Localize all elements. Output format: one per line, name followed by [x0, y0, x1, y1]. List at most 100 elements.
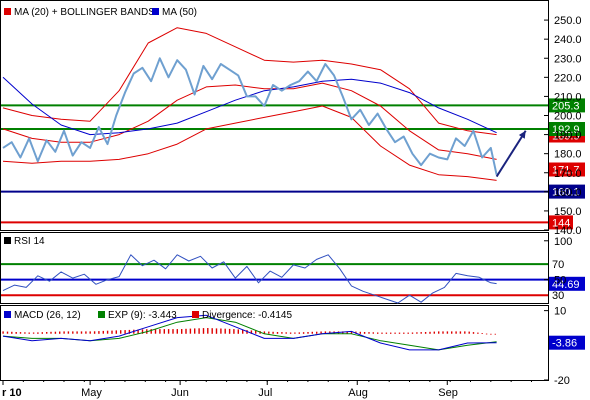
rsi-value-tag: 44.69 — [552, 279, 580, 291]
macd-divergence-bar — [385, 332, 388, 334]
price-series-bb_upper — [2, 27, 497, 136]
macd-divergence-bar — [494, 333, 496, 335]
price-ytick-label: 170.0 — [554, 168, 582, 180]
legend-label-rsi: RSI 14 — [14, 236, 45, 247]
macd-divergence-bar — [137, 329, 139, 334]
macd-panel-frame — [0, 305, 549, 381]
legend-swatch-rsi — [4, 237, 11, 244]
macd-divergence-bar — [372, 332, 374, 334]
macd-divergence-bar — [298, 332, 300, 334]
macd-divergence-bar — [228, 328, 231, 334]
legend-label-divergence: Divergence: -0.4145 — [202, 310, 292, 321]
macd-divergence-bar — [80, 331, 83, 334]
macd-divergence-bar — [403, 332, 405, 334]
macd-divergence-bar — [19, 332, 22, 334]
x-tick-label: Aug — [348, 387, 368, 399]
macd-divergence-bar — [24, 332, 26, 334]
macd-divergence-bar — [359, 331, 361, 334]
macd-divergence-bar — [377, 332, 379, 334]
legend-swatch-divergence — [192, 311, 199, 318]
macd-divergence-bar — [311, 331, 313, 334]
macd-divergence-bar — [215, 328, 218, 334]
macd-divergence-bar — [242, 329, 244, 334]
macd-divergence-bar — [420, 332, 422, 334]
price-ytick-label: 180.0 — [554, 149, 582, 161]
macd-divergence-bar — [446, 331, 449, 334]
macd-divergence-bar — [272, 331, 274, 334]
macd-divergence-bar — [2, 331, 4, 334]
macd-divergence-bar — [85, 331, 87, 334]
macd-divergence-bar — [276, 332, 279, 334]
macd-divergence-bar — [159, 329, 161, 334]
price-ytick-label: 160.0 — [554, 187, 582, 199]
macd-divergence-bar — [185, 328, 187, 334]
macd-divergence-bar — [67, 331, 70, 334]
macd-divergence-bar — [93, 331, 96, 334]
macd-divergence-bar — [194, 328, 196, 334]
macd-divergence-bar — [172, 329, 174, 334]
macd-divergence-bar — [128, 329, 131, 334]
macd-divergence-bar — [438, 331, 440, 334]
macd-ytick-label: -20 — [554, 375, 570, 387]
price-ytick-label: 240.0 — [554, 34, 582, 46]
macd-divergence-bar — [89, 331, 91, 334]
macd-divergence-bar — [106, 330, 109, 334]
macd-divergence-bar — [115, 330, 117, 334]
macd-divergence-bar — [76, 331, 78, 334]
price-legend: MA (20) + BOLLINGER BANDS MA (50) — [4, 7, 197, 18]
rsi-level-label: 30 — [552, 290, 564, 302]
macd-divergence-bar — [407, 332, 409, 334]
macd-divergence-bar — [202, 328, 205, 334]
legend-swatch-exp — [98, 311, 105, 318]
macd-divergence-bar — [477, 332, 479, 334]
x-tick-label: r 10 — [2, 387, 22, 399]
macd-divergence-bar — [50, 331, 52, 334]
macd-divergence-bar — [15, 332, 17, 334]
macd-divergence-bar — [54, 331, 57, 334]
price-level-tag: 205.3 — [552, 100, 580, 112]
macd-divergence-bar — [424, 332, 427, 334]
macd-divergence-bar — [289, 332, 292, 334]
price-level-tag: 160.1 — [552, 187, 580, 199]
price-level-tag-box — [549, 122, 585, 136]
macd-divergence-bar — [490, 333, 492, 335]
rsi-level-label: 70 — [552, 259, 564, 271]
legend-label-ma50: MA (50) — [162, 7, 197, 18]
macd-divergence-bar — [41, 332, 43, 334]
price-level-tag-box — [549, 215, 573, 230]
macd-divergence-bar — [459, 331, 462, 334]
macd-divergence-bar — [37, 332, 39, 334]
macd-divergence-bar — [429, 331, 431, 334]
price-series-bb_lower — [2, 105, 497, 181]
macd-divergence-bar — [32, 332, 35, 334]
price-ytick-label: 200.0 — [554, 111, 582, 123]
rsi-ytick-label: 100 — [554, 236, 572, 248]
price-level-tag: 144 — [552, 217, 570, 229]
macd-divergence-bar — [307, 332, 309, 334]
macd-divergence-bar — [124, 330, 126, 334]
macd-divergence-bar — [211, 328, 213, 334]
x-tick-label: May — [81, 387, 102, 399]
macd-divergence-bar — [220, 328, 222, 334]
macd-divergence-bar — [316, 331, 318, 334]
legend-label-macd: MACD (26, 12) — [14, 310, 81, 321]
macd-divergence-bar — [394, 332, 396, 334]
macd-divergence-bar — [141, 329, 144, 334]
macd-legend: MACD (26, 12) EXP (9): -3.443 Divergence… — [4, 310, 292, 321]
macd-divergence-bar — [167, 329, 170, 334]
macd-divergence-bar — [28, 332, 30, 334]
macd-divergence-bar — [451, 331, 453, 334]
rsi-value-tag-box — [549, 276, 585, 291]
price-ytick-label: 210.0 — [554, 91, 582, 103]
macd-divergence-bar — [6, 331, 9, 334]
macd-divergence-bar — [181, 329, 183, 334]
price-ytick-label: 190.0 — [554, 130, 582, 142]
macd-divergence-bar — [381, 332, 383, 334]
macd-divergence-bar — [150, 329, 152, 334]
rsi-legend: RSI 14 — [4, 236, 45, 247]
macd-divergence-bar — [198, 328, 200, 334]
macd-divergence-bar — [176, 329, 178, 334]
macd-divergence-bar — [285, 332, 287, 334]
macd-divergence-bar — [263, 331, 266, 334]
